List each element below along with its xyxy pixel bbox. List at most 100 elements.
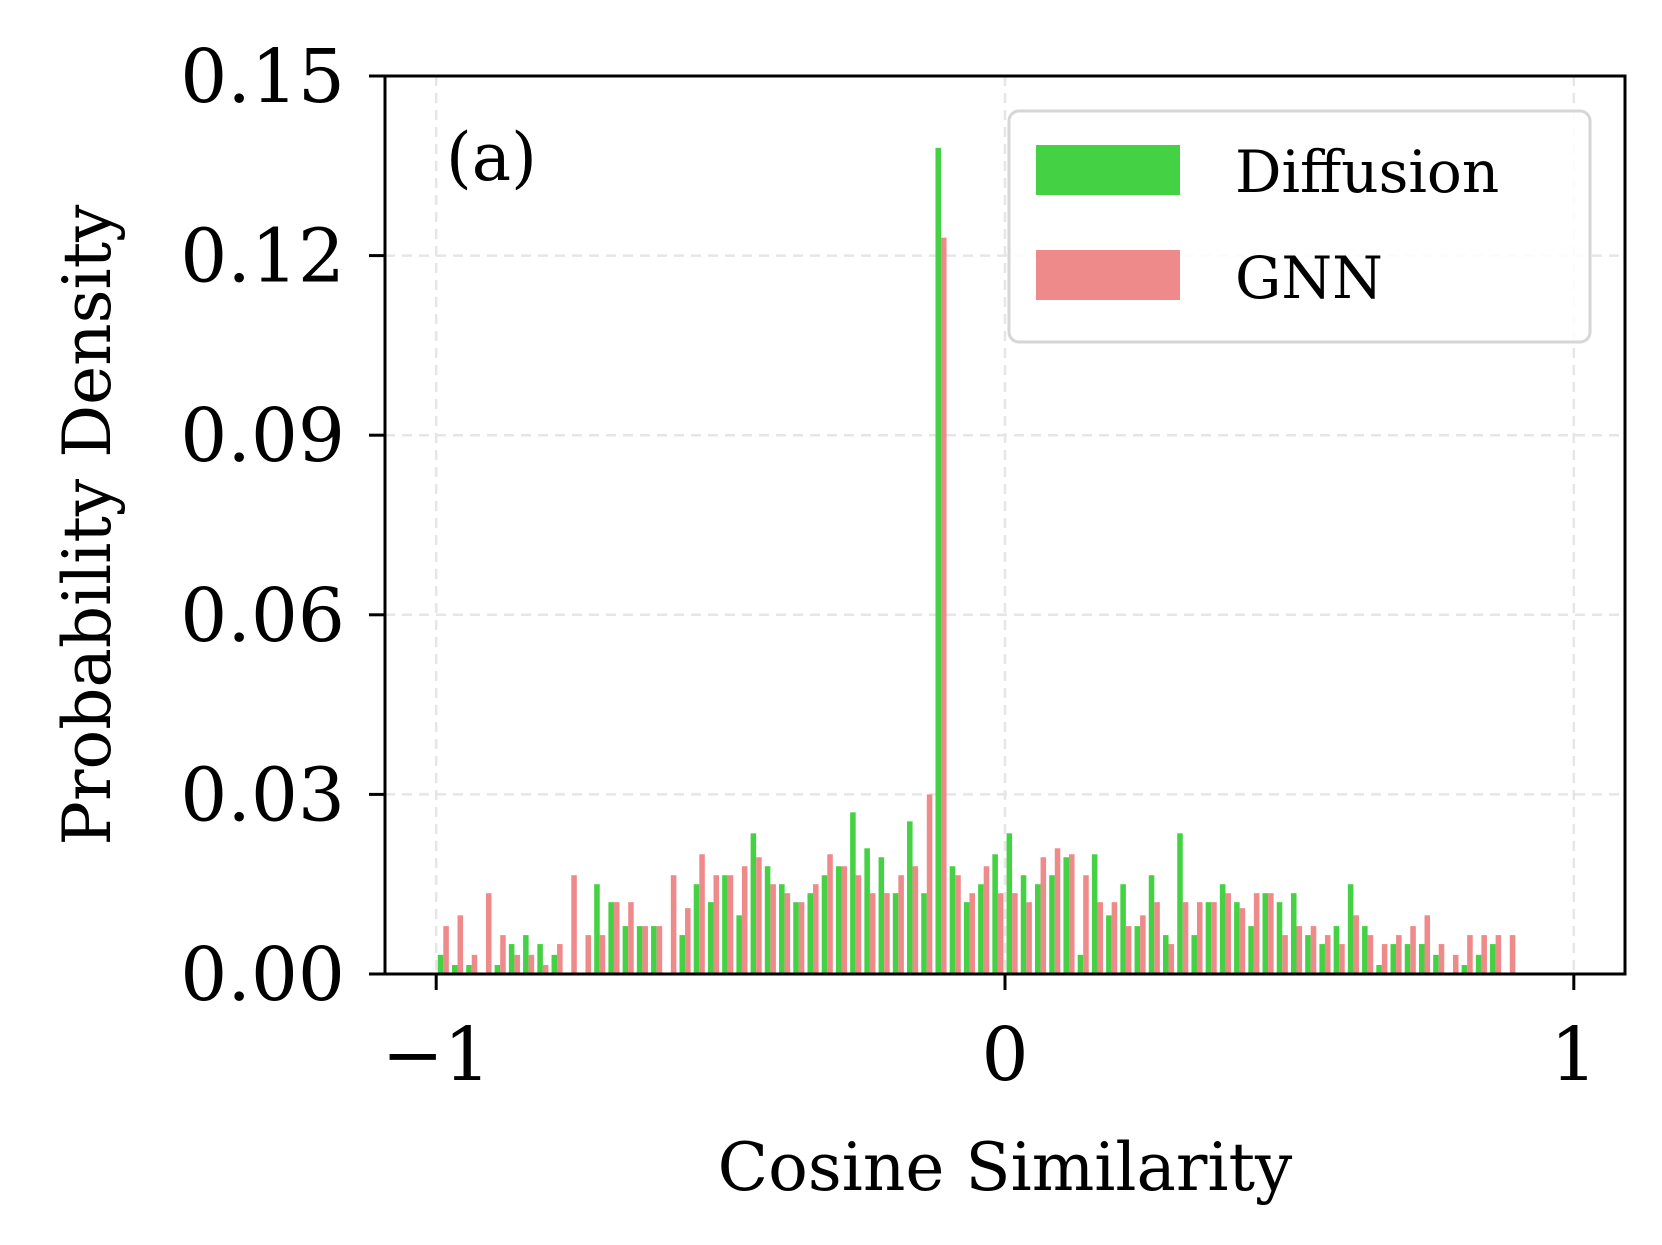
bar-gnn [855, 875, 862, 974]
bar-gnn [557, 944, 563, 974]
bar-diffusion [1262, 893, 1269, 974]
bar-diffusion [1290, 893, 1297, 974]
grid-lines [385, 76, 1625, 974]
bar-diffusion [1376, 965, 1382, 974]
bar-gnn [926, 794, 933, 974]
bar-diffusion [1305, 935, 1311, 974]
bar-diffusion [949, 866, 956, 974]
bar-diffusion [1433, 954, 1439, 974]
bar-diffusion [878, 857, 885, 974]
bar-diffusion [508, 944, 515, 974]
bar-gnn [1310, 926, 1317, 974]
bar-diffusion [1248, 926, 1254, 974]
bar-diffusion [1404, 944, 1411, 974]
bar-gnn [1068, 854, 1075, 974]
bar-gnn [1495, 935, 1502, 974]
bar-diffusion [537, 944, 543, 974]
y-axis-title: Probability Density [49, 204, 126, 846]
bar-gnn [443, 926, 449, 974]
bar-gnn [813, 884, 819, 974]
bar-diffusion [494, 965, 501, 974]
bar-gnn [1140, 915, 1146, 974]
legend-swatch-diffusion [1036, 145, 1180, 195]
bar-gnn [699, 854, 705, 974]
bar-gnn [1040, 857, 1047, 974]
bar-diffusion [636, 926, 643, 974]
panel-label: (a) [446, 119, 537, 196]
legend: Diffusion GNN [1007, 109, 1592, 344]
x-axis-title: Cosine Similarity [718, 1129, 1293, 1206]
bar-gnn [1154, 902, 1160, 974]
bar-diffusion [1106, 915, 1112, 974]
bar-diffusion [1276, 902, 1283, 974]
bar-diffusion [1205, 902, 1212, 974]
bar-gnn [1367, 935, 1374, 974]
bar-gnn [713, 875, 720, 974]
bar-gnn [1253, 893, 1260, 974]
bar-gnn [898, 875, 904, 974]
x-tick-label: 1 [1550, 1012, 1597, 1098]
bar-gnn [1211, 902, 1217, 974]
bar-diffusion [622, 926, 629, 974]
bar-gnn [585, 935, 592, 974]
bar-diffusion [850, 812, 856, 974]
bar-diffusion [451, 965, 458, 974]
bar-diffusion [608, 902, 614, 974]
bar-gnn [1225, 893, 1231, 974]
bar-gnn [471, 954, 478, 974]
bar-gnn [642, 926, 648, 974]
bar-diffusion [722, 875, 728, 974]
bar-diffusion [764, 866, 771, 974]
bar-gnn [628, 902, 634, 974]
bar-diffusion [1475, 954, 1482, 974]
bar-gnn [827, 854, 833, 974]
bar-diffusion [594, 884, 600, 974]
bar-diffusion [921, 893, 927, 974]
bar-diffusion [963, 902, 970, 974]
bar-gnn [1353, 915, 1359, 974]
bar-diffusion [651, 926, 657, 974]
bar-gnn [599, 935, 606, 974]
bar-diffusion [1319, 944, 1325, 974]
bar-gnn [884, 893, 890, 974]
bar-gnn [798, 902, 805, 974]
bar-diffusion [835, 866, 842, 974]
bar-gnn [670, 875, 677, 974]
bar-diffusion [551, 954, 558, 974]
bar-diffusion [1148, 875, 1155, 974]
bar-gnn [1268, 893, 1274, 974]
bar-gnn [1282, 935, 1288, 974]
x-tick-label: −1 [382, 1012, 491, 1098]
bar-gnn [983, 866, 990, 974]
bar-diffusion [1347, 884, 1354, 974]
bar-diffusion [707, 902, 714, 974]
bar-diffusion [807, 893, 814, 974]
bar-gnn [1083, 875, 1089, 974]
bar-diffusion [523, 935, 529, 974]
bar-gnn [1296, 926, 1303, 974]
bar-diffusion [1333, 926, 1340, 974]
bar-diffusion [821, 875, 828, 974]
bar-gnn [613, 902, 620, 974]
bar-diffusion [1162, 935, 1169, 974]
bar-gnn [571, 875, 577, 974]
bar-gnn [1168, 944, 1175, 974]
bar-gnn [1396, 935, 1402, 974]
bar-gnn [941, 237, 947, 974]
y-tick-label: 0.03 [180, 752, 345, 838]
bar-diffusion [750, 833, 757, 974]
bar-gnn [997, 893, 1004, 974]
bar-diffusion [1362, 926, 1368, 974]
y-axis: 0.00 0.03 0.06 0.09 0.12 0.15 [180, 34, 385, 1018]
y-tick-label: 0.15 [180, 34, 345, 120]
bar-gnn [514, 954, 520, 974]
bar-gnn [741, 866, 748, 974]
bar-gnn [1054, 848, 1061, 974]
bar-gnn [1111, 902, 1118, 974]
bar-gnn [1452, 954, 1459, 974]
legend-label-gnn: GNN [1235, 244, 1383, 312]
bar-diffusion [1035, 884, 1041, 974]
bar-diffusion [1091, 854, 1098, 974]
bar-diffusion [907, 821, 913, 974]
x-axis: −1 0 1 [382, 974, 1597, 1098]
